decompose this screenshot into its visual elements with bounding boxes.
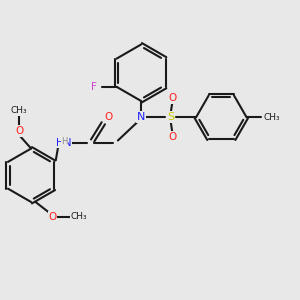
Text: O: O [168,132,176,142]
Text: CH₃: CH₃ [70,212,87,221]
Text: O: O [168,93,176,103]
Text: N: N [137,112,145,122]
Text: O: O [48,212,57,222]
Text: CH₃: CH₃ [11,106,28,115]
Text: O: O [15,126,23,136]
Text: F: F [92,82,97,92]
Text: O: O [104,112,112,122]
Text: S: S [167,112,174,122]
Text: HN: HN [56,138,72,148]
Text: CH₃: CH₃ [263,113,280,122]
Text: H: H [61,137,68,146]
